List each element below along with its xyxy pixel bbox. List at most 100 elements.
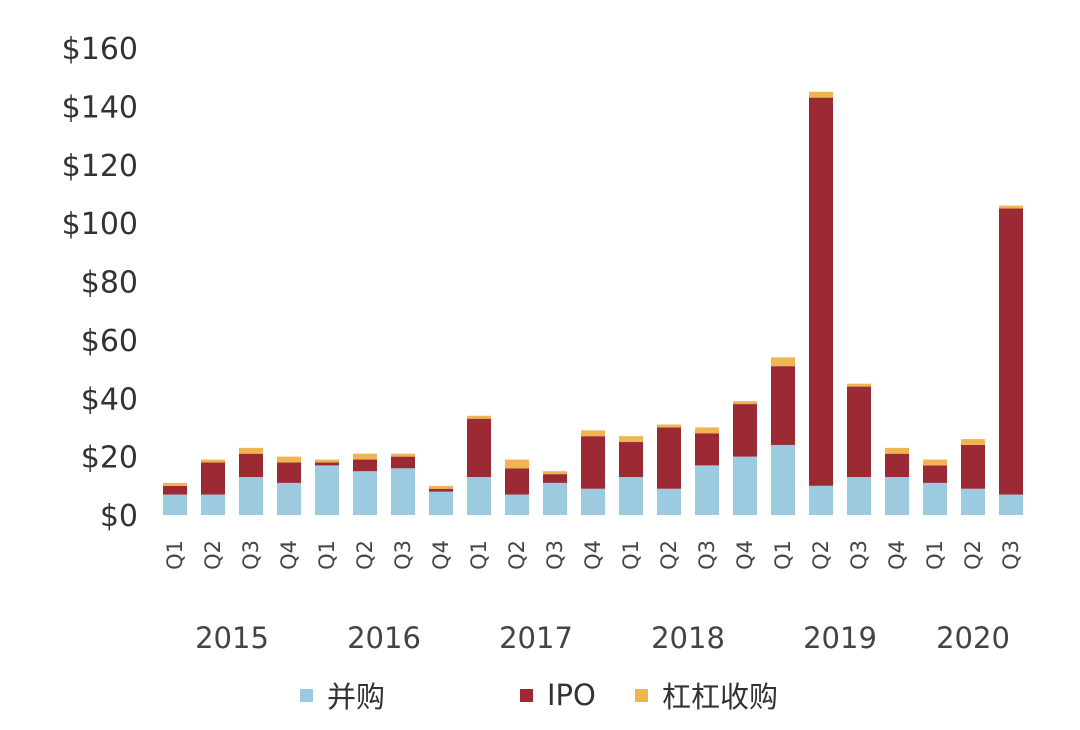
bar-segment-0 bbox=[543, 482, 567, 515]
bar-segment-0 bbox=[961, 488, 985, 515]
bar-segment-1 bbox=[657, 427, 681, 489]
x-tick-label: Q2 bbox=[961, 540, 985, 570]
bar-segment-2 bbox=[961, 439, 985, 445]
bar-segment-0 bbox=[315, 465, 339, 515]
y-tick-label: $60 bbox=[81, 324, 138, 359]
x-tick-label: Q3 bbox=[999, 540, 1023, 570]
bar-segment-0 bbox=[201, 494, 225, 515]
bar-segment-2 bbox=[923, 459, 947, 466]
legend-label-0: 并购 bbox=[327, 680, 386, 714]
bar-segment-1 bbox=[771, 366, 795, 445]
x-tick-label: Q1 bbox=[163, 540, 187, 570]
bar-segment-0 bbox=[695, 465, 719, 515]
legend-swatch-1 bbox=[520, 688, 533, 702]
bar-segment-1 bbox=[581, 436, 605, 489]
bar-segment-0 bbox=[847, 477, 871, 515]
bar-segment-1 bbox=[847, 386, 871, 478]
bar-segment-2 bbox=[657, 424, 681, 428]
bar-segment-0 bbox=[429, 491, 453, 515]
bar-segment-2 bbox=[581, 430, 605, 437]
x-tick-label: Q3 bbox=[239, 540, 263, 570]
legend-label-1: IPO bbox=[547, 678, 596, 712]
y-tick-label: $120 bbox=[62, 149, 138, 184]
bar-segment-1 bbox=[353, 459, 377, 472]
x-year-label: 2015 bbox=[195, 621, 269, 655]
bar-segment-0 bbox=[163, 494, 187, 515]
x-tick-label: Q2 bbox=[809, 540, 833, 570]
x-year-label: 2020 bbox=[936, 621, 1010, 655]
x-tick-label: Q3 bbox=[695, 540, 719, 570]
x-tick-label: Q3 bbox=[847, 540, 871, 570]
x-tick-label: Q3 bbox=[391, 540, 415, 570]
bar-segment-1 bbox=[809, 97, 833, 486]
y-tick-label: $20 bbox=[81, 441, 138, 476]
x-tick-label: Q2 bbox=[353, 540, 377, 570]
y-axis: $0 $20 $40 $60 $80 $100 $120 $140 $160 bbox=[62, 32, 138, 534]
y-tick-label: $40 bbox=[81, 382, 138, 417]
x-tick-label: Q1 bbox=[923, 540, 947, 570]
x-tick-label: Q2 bbox=[505, 540, 529, 570]
bar-segment-0 bbox=[619, 477, 643, 515]
bar-segment-2 bbox=[505, 459, 529, 469]
y-tick-label: $0 bbox=[100, 499, 138, 534]
x-year-label: 2018 bbox=[651, 621, 725, 655]
legend-swatch-0 bbox=[300, 688, 313, 702]
bar-segment-1 bbox=[733, 404, 757, 457]
bar-segment-2 bbox=[163, 482, 187, 486]
bar-segment-1 bbox=[999, 208, 1023, 495]
bar-segment-2 bbox=[201, 459, 225, 463]
bar-segment-1 bbox=[505, 468, 529, 495]
x-axis: Q1 Q2 Q3 Q4 Q1 Q2 Q3 Q4 Q1 Q2 Q3 Q4 Q1 Q2 Q3 Q4 Q1 Q2 Q3 Q4… bbox=[163, 540, 1023, 655]
x-tick-label: Q4 bbox=[733, 540, 757, 570]
bar-segment-2 bbox=[391, 453, 415, 457]
bar-segment-0 bbox=[391, 468, 415, 515]
bar-segment-0 bbox=[657, 488, 681, 515]
bar-segment-2 bbox=[999, 205, 1023, 209]
bars bbox=[163, 91, 1023, 515]
bar-segment-0 bbox=[885, 477, 909, 515]
bar-segment-1 bbox=[543, 474, 567, 483]
bar-segment-1 bbox=[923, 465, 947, 483]
bar-segment-0 bbox=[999, 494, 1023, 515]
x-tick-label: Q1 bbox=[315, 540, 339, 570]
bar-segment-0 bbox=[809, 485, 833, 515]
bar-segment-2 bbox=[619, 436, 643, 443]
y-tick-label: $100 bbox=[62, 207, 138, 242]
x-tick-label: Q4 bbox=[429, 540, 453, 570]
bar-segment-1 bbox=[201, 462, 225, 495]
bar-segment-2 bbox=[543, 471, 567, 475]
bar-segment-2 bbox=[771, 357, 795, 367]
bar-segment-2 bbox=[277, 456, 301, 463]
bar-segment-2 bbox=[315, 459, 339, 463]
x-year-label: 2016 bbox=[347, 621, 421, 655]
bar-segment-1 bbox=[315, 462, 339, 466]
bar-segment-1 bbox=[961, 444, 985, 489]
bar-segment-2 bbox=[733, 401, 757, 405]
bar-segment-0 bbox=[581, 488, 605, 515]
y-tick-label: $160 bbox=[62, 32, 138, 67]
bar-segment-1 bbox=[619, 442, 643, 478]
bar-segment-2 bbox=[429, 485, 453, 489]
bar-segment-1 bbox=[163, 485, 187, 495]
y-tick-label: $80 bbox=[81, 266, 138, 301]
legend-swatch-2 bbox=[635, 688, 648, 702]
x-tick-label: Q1 bbox=[771, 540, 795, 570]
bar-segment-2 bbox=[885, 447, 909, 454]
bar-segment-0 bbox=[771, 444, 795, 515]
bar-segment-0 bbox=[505, 494, 529, 515]
legend-item-0: 并购 bbox=[300, 670, 385, 720]
bar-segment-1 bbox=[429, 488, 453, 492]
x-tick-label: Q4 bbox=[581, 540, 605, 570]
x-tick-label: Q1 bbox=[619, 540, 643, 570]
x-tick-label: Q3 bbox=[543, 540, 567, 570]
bar-segment-2 bbox=[239, 447, 263, 454]
x-tick-label: Q2 bbox=[657, 540, 681, 570]
x-year-label: 2017 bbox=[499, 621, 573, 655]
bar-segment-2 bbox=[467, 415, 491, 419]
x-tick-label: Q4 bbox=[277, 540, 301, 570]
bar-segment-1 bbox=[391, 456, 415, 469]
bar-segment-2 bbox=[809, 91, 833, 98]
bar-segment-0 bbox=[733, 456, 757, 515]
bar-segment-2 bbox=[695, 427, 719, 434]
bar-segment-2 bbox=[353, 453, 377, 460]
